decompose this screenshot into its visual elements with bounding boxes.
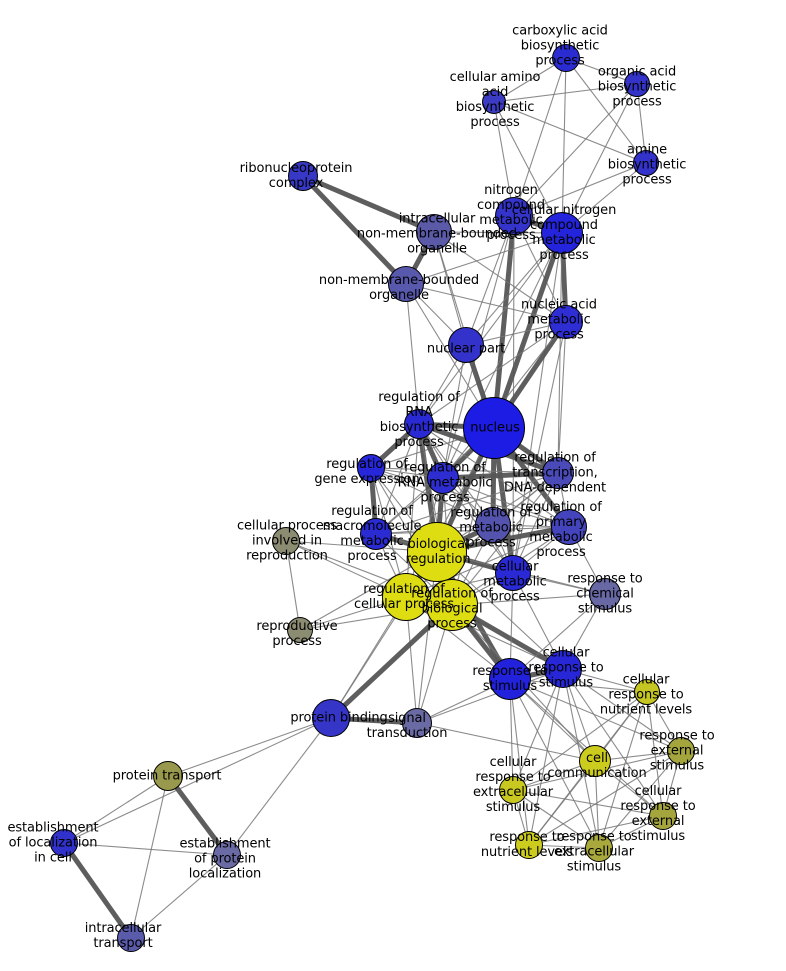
graph-node-nuclear-part[interactable] <box>448 327 484 363</box>
graph-node-label-organic-acid-biosynthetic-process: organic acid biosynthetic process <box>597 64 677 110</box>
graph-node-label-biological-regulation: biological regulation <box>405 537 471 567</box>
graph-node-intracellular-non-membrane-bounded-organelle[interactable] <box>416 214 452 250</box>
graph-node-label-cellular-amino-acid-biosynthetic-process: cellular amino acid biosynthetic process <box>449 70 541 130</box>
graph-node-cellular-response-to-external-stimulus[interactable] <box>649 802 677 830</box>
graph-node-label-nitrogen-compound-metabolic-process: nitrogen compound metabolic process <box>477 183 545 243</box>
graph-node-label-cellular-response-to-external-stimulus: cellular response to external stimulus <box>620 784 696 844</box>
graph-node-regulation-of-rna-metabolic-process[interactable] <box>427 462 459 494</box>
graph-node-establishment-of-protein-localization[interactable] <box>213 841 241 869</box>
graph-node-label-carboxylic-acid-biosynthetic-process: carboxylic acid biosynthetic process <box>512 23 608 69</box>
graph-node-label-amine-biosynthetic-process: amine biosynthetic process <box>607 142 687 188</box>
graph-node-label-response-to-extracellular-stimulus: response to extracellular stimulus <box>553 829 635 875</box>
graph-node-label-response-to-nutrient-levels: response to nutrient levels <box>480 830 574 860</box>
graph-node-label-ribonucleoprotein-complex: ribonucleoprotein complex <box>239 161 353 191</box>
graph-node-label-establishment-of-localization-in-cell: establishment of localization in cell <box>7 820 99 866</box>
graph-node-protein-transport[interactable] <box>153 761 183 791</box>
graph-node-label-reproductive-process: reproductive process <box>256 619 338 649</box>
graph-node-cellular-amino-acid-biosynthetic-process[interactable] <box>482 90 506 114</box>
graph-node-carboxylic-acid-biosynthetic-process[interactable] <box>552 44 580 72</box>
graph-node-cellular-nitrogen-compound-metabolic-process[interactable] <box>541 212 583 254</box>
graph-node-cellular-metabolic-process[interactable] <box>495 555 531 591</box>
graph-node-label-nuclear-part: nuclear part <box>426 341 506 357</box>
graph-node-non-membrane-bounded-organelle[interactable] <box>388 266 424 302</box>
graph-node-label-cellular-metabolic-process: cellular metabolic process <box>483 559 547 605</box>
graph-node-regulation-of-gene-expression[interactable] <box>357 454 385 482</box>
graph-node-regulation-of-primary-metabolic-process[interactable] <box>551 509 587 545</box>
graph-node-label-cellular-response-to-extracellular-stimulus: cellular response to extracellular stimu… <box>472 755 554 815</box>
graph-node-cellular-response-to-stimulus[interactable] <box>544 650 582 688</box>
graph-node-amine-biosynthetic-process[interactable] <box>633 150 659 176</box>
graph-node-nucleic-acid-metabolic-process[interactable] <box>549 305 583 339</box>
graph-node-label-cellular-nitrogen-compound-metabolic-process: cellular nitrogen compound metabolic pro… <box>511 203 617 263</box>
graph-node-label-protein-binding: protein binding <box>290 710 388 726</box>
graph-node-response-to-extracellular-stimulus[interactable] <box>585 834 613 862</box>
graph-node-reproductive-process[interactable] <box>287 617 313 643</box>
graph-node-label-signal-transduction: signal transduction <box>366 711 448 741</box>
graph-node-label-regulation-of-transcription-dna-dependent: regulation of transcription, DNA-depende… <box>503 450 607 496</box>
graph-node-label-nucleic-acid-metabolic-process: nucleic acid metabolic process <box>521 297 597 343</box>
graph-node-label-nucleus: nucleus <box>470 420 520 436</box>
graph-node-label-non-membrane-bounded-organelle: non-membrane-bounded organelle <box>318 273 480 303</box>
graph-node-regulation-of-metabolic-process[interactable] <box>475 507 511 543</box>
graph-node-label-regulation-of-primary-metabolic-process: regulation of primary metabolic process <box>520 500 602 560</box>
graph-node-intracellular-transport[interactable] <box>117 924 145 952</box>
graph-node-response-to-nutrient-levels[interactable] <box>515 831 543 859</box>
graph-node-label-regulation-of-cellular-process: regulation of cellular process <box>353 582 455 612</box>
graph-node-label-regulation-of-macromolecule-metabolic-process: regulation of macromolecule metabolic pr… <box>322 504 422 564</box>
graph-node-biological-regulation[interactable] <box>407 522 467 582</box>
graph-node-response-to-external-stimulus[interactable] <box>667 737 695 765</box>
graph-node-signal-transduction[interactable] <box>402 708 432 738</box>
graph-node-label-intracellular-non-membrane-bounded-organelle: intracellular non-membrane-bounded organ… <box>356 211 518 257</box>
graph-node-ribonucleoprotein-complex[interactable] <box>288 161 318 191</box>
graph-node-organic-acid-biosynthetic-process[interactable] <box>624 71 650 97</box>
graph-node-nucleus[interactable] <box>463 397 525 459</box>
graph-node-regulation-of-rna-biosynthetic-process[interactable] <box>404 409 434 439</box>
graph-node-label-response-to-chemical-stimulus: response to chemical stimulus <box>567 571 643 617</box>
graph-node-label-cellular-response-to-stimulus: cellular response to stimulus <box>528 645 604 691</box>
graph-node-regulation-of-macromolecule-metabolic-process[interactable] <box>360 518 392 550</box>
graph-node-regulation-of-biological-process[interactable] <box>426 579 478 631</box>
graph-node-cellular-process-involved-in-reproduction[interactable] <box>272 527 300 555</box>
graph-node-label-cellular-response-to-nutrient-levels: cellular response to nutrient levels <box>599 672 693 718</box>
graph-node-protein-binding[interactable] <box>312 699 350 737</box>
graph-node-label-regulation-of-metabolic-process: regulation of metabolic process <box>450 505 532 551</box>
graph-node-label-regulation-of-gene-expression: regulation of gene expression <box>314 457 420 487</box>
graph-node-label-regulation-of-biological-process: regulation of biological process <box>411 586 493 632</box>
graph-node-nitrogen-compound-metabolic-process[interactable] <box>495 197 533 235</box>
graph-node-response-to-stimulus[interactable] <box>489 658 531 700</box>
graph-node-label-establishment-of-protein-localization: establishment of protein localization <box>179 836 271 882</box>
graph-node-cell-communication[interactable] <box>579 745 611 777</box>
graph-node-label-cellular-process-involved-in-reproduction: cellular process involved in reproductio… <box>236 518 338 564</box>
graph-node-cellular-response-to-extracellular-stimulus[interactable] <box>499 776 527 804</box>
graph-node-response-to-chemical-stimulus[interactable] <box>589 578 621 610</box>
graph-node-establishment-of-localization-in-cell[interactable] <box>50 829 78 857</box>
graph-node-regulation-of-transcription-dna-dependent[interactable] <box>542 457 574 489</box>
graph-node-label-regulation-of-rna-metabolic-process: regulation of RNA metabolic process <box>397 460 493 506</box>
graph-node-cellular-response-to-nutrient-levels[interactable] <box>634 679 660 705</box>
graph-node-label-intracellular-transport: intracellular transport <box>84 921 162 951</box>
graph-node-label-cell-communication: cell communication <box>547 751 647 781</box>
graph-node-label-protein-transport: protein transport <box>112 768 222 784</box>
graph-node-label-response-to-external-stimulus: response to external stimulus <box>639 728 715 774</box>
graph-node-label-response-to-stimulus: response to stimulus <box>472 664 548 694</box>
graph-node-label-regulation-of-rna-biosynthetic-process: regulation of RNA biosynthetic process <box>378 390 460 450</box>
